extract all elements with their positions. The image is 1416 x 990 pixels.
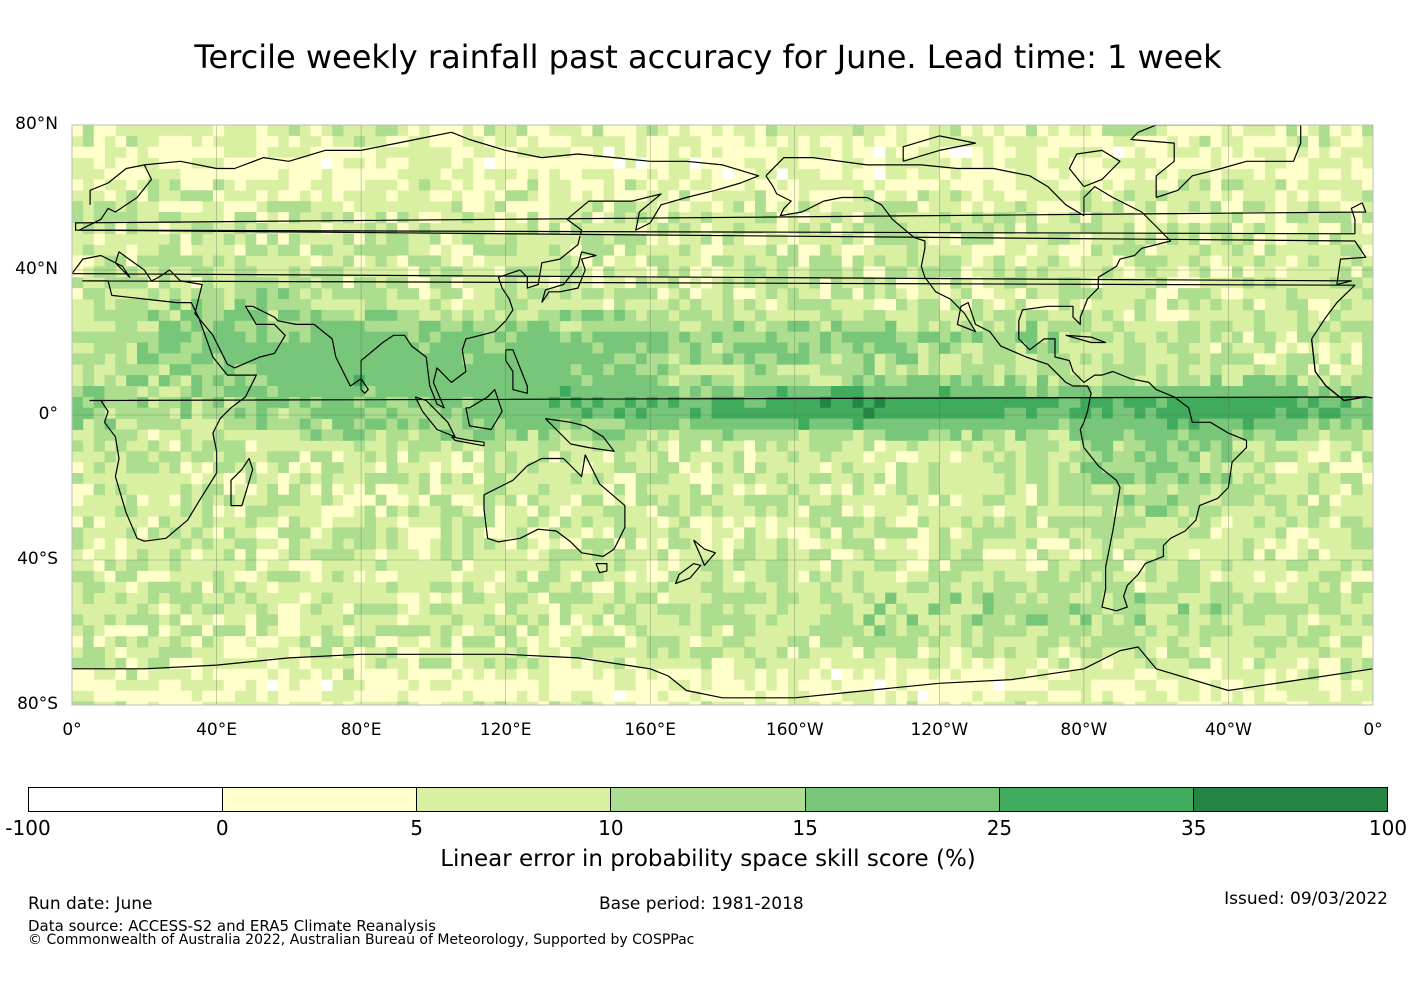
base-period: Base period: 1981-2018: [599, 894, 804, 914]
coast-java: [451, 436, 485, 447]
longitude-label: 120°E: [479, 720, 532, 740]
coast-japan: [541, 251, 597, 303]
longitude-label: 0°: [1363, 720, 1383, 740]
coast-madagascar: [230, 457, 254, 507]
colorbar-tick-label: 5: [410, 816, 423, 840]
coast-eurasia-south: [72, 131, 1367, 409]
longitude-label: 80°W: [1060, 720, 1108, 740]
longitude-label: 160°W: [765, 720, 824, 740]
coast-scandinavia-note: [89, 164, 145, 205]
colorbar-tick-label: 0: [215, 816, 229, 840]
colorbar-segment-0: [29, 788, 224, 811]
latitude-label: 80°S: [17, 694, 58, 714]
longitude-label: 0°: [62, 720, 82, 740]
run-date: Run date: June: [28, 894, 153, 914]
graticule: [72, 125, 1373, 705]
coast-greenland: [1130, 125, 1302, 199]
colorbar-segment-6: [1193, 788, 1387, 811]
longitude-label: 160°E: [624, 720, 677, 740]
coast-africa-wrap: [1311, 338, 1373, 402]
latitude-label: 40°S: [17, 549, 58, 569]
issued-date: Issued: 09/03/2022: [1224, 889, 1388, 909]
coast-borneo: [465, 389, 503, 431]
latitude-label: 40°N: [15, 259, 58, 279]
colorbar-segment-2: [417, 788, 612, 811]
coast-sumatra: [414, 396, 456, 438]
coast-cuba: [1065, 334, 1107, 344]
latitude-label: 0°: [38, 404, 58, 424]
colorbar-label: Linear error in probability space skill …: [440, 846, 976, 872]
coast-newzealand-n: [693, 539, 716, 566]
coast-newzealand-s: [674, 563, 702, 585]
coast-americas: [765, 157, 1248, 612]
coast-madagascar-2: [902, 135, 977, 162]
longitude-label: 80°E: [340, 720, 382, 740]
data-source: Data source: ACCESS-S2 and ERA5 Climate …: [28, 917, 436, 935]
coast-tasmania: [595, 563, 608, 574]
coast-antarctica: [72, 646, 1373, 699]
colorbar-segment-3: [611, 788, 806, 811]
colorbar-tick-label: 25: [986, 816, 1013, 840]
coast-baffin: [1068, 149, 1121, 188]
longitude-label: 40°W: [1204, 720, 1252, 740]
colorbar-tick-label: 15: [792, 816, 818, 840]
colorbar-segment-1: [223, 788, 418, 811]
coast-philippines: [505, 349, 528, 394]
colorbar-segment-5: [999, 788, 1194, 811]
longitude-label: 120°W: [910, 720, 969, 740]
colorbar-segment-4: [805, 788, 1000, 811]
colorbar: [28, 787, 1388, 812]
colorbar-tick-label: 10: [598, 816, 624, 840]
coast-newguinea: [544, 418, 615, 452]
skill-score-map: [71, 124, 1374, 706]
colorbar-tick-label: 100: [1368, 816, 1408, 840]
colorbar-tick-label: -100: [5, 816, 51, 840]
latitude-label: 80°N: [15, 114, 58, 134]
map-frame: [71, 124, 1374, 706]
coast-uk: [75, 202, 1367, 235]
skill-field: [72, 125, 1373, 705]
copyright: © Commonwealth of Australia 2022, Austra…: [28, 932, 695, 948]
map-title: Tercile weekly rainfall past accuracy fo…: [194, 38, 1222, 76]
longitude-label: 40°E: [196, 720, 237, 740]
colorbar-tick-label: 35: [1180, 816, 1207, 840]
